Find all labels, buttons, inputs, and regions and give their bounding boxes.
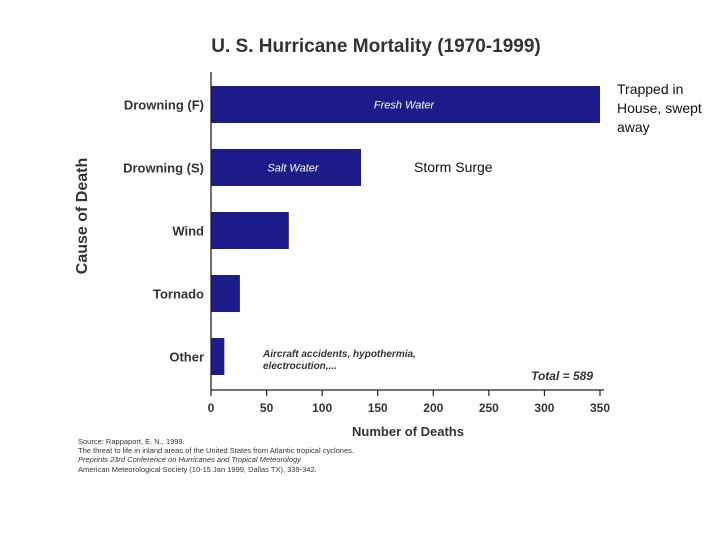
x-tick-label: 0 bbox=[208, 401, 215, 415]
other-note-line-2: electrocution,... bbox=[263, 361, 337, 372]
source-citation: Source: Rappaport, E. N., 1999. The thre… bbox=[78, 437, 518, 474]
storm-surge-annotation: Storm Surge bbox=[414, 159, 493, 175]
x-tick-label: 50 bbox=[260, 401, 274, 415]
bar-drowning-f bbox=[211, 86, 600, 123]
source-line-2: The threat to life in inland areas of th… bbox=[78, 446, 354, 456]
x-tick-label: 300 bbox=[534, 401, 554, 415]
category-label: Other bbox=[169, 350, 204, 365]
trapped-annotation: Trapped in House, swept away bbox=[617, 81, 702, 135]
source-line-3: Preprints 23rd Conference on Hurricanes … bbox=[78, 455, 301, 465]
source-line-1: Source: Rappaport, E. N., 1999. bbox=[78, 437, 185, 446]
x-tick-label: 350 bbox=[590, 401, 610, 415]
total-label: Total = 589 bbox=[531, 369, 593, 383]
bars bbox=[211, 86, 600, 375]
other-note-line-1: Aircraft accidents, hypothermia, bbox=[262, 349, 416, 360]
bar-inner-label: Salt Water bbox=[267, 163, 319, 175]
x-tick-label: 250 bbox=[479, 401, 499, 415]
bar-inner-labels: Fresh Water Salt Water bbox=[267, 100, 435, 175]
category-label: Drowning (S) bbox=[123, 161, 204, 176]
bar-inner-label: Fresh Water bbox=[374, 100, 436, 112]
y-axis-label: Cause of Death bbox=[74, 158, 91, 274]
source-line-4: American Meteorological Society (10-15 J… bbox=[78, 464, 317, 474]
x-tick-label: 150 bbox=[368, 401, 388, 415]
x-axis-ticks: 0 50 100 150 200 250 300 350 bbox=[208, 390, 610, 415]
category-label: Drowning (F) bbox=[124, 98, 204, 113]
category-label: Tornado bbox=[153, 287, 204, 302]
chart-title: U. S. Hurricane Mortality (1970-1999) bbox=[211, 36, 540, 57]
category-labels: Drowning (F) Drowning (S) Wind Tornado Other bbox=[123, 98, 204, 365]
x-axis-label: Number of Deaths bbox=[352, 424, 464, 439]
category-label: Wind bbox=[172, 224, 204, 239]
bar-drowning-s bbox=[211, 149, 362, 186]
bar-wind bbox=[211, 212, 289, 249]
bar-other bbox=[211, 338, 225, 375]
x-tick-label: 100 bbox=[312, 401, 332, 415]
bar-tornado bbox=[211, 275, 240, 312]
x-tick-label: 200 bbox=[423, 401, 443, 415]
